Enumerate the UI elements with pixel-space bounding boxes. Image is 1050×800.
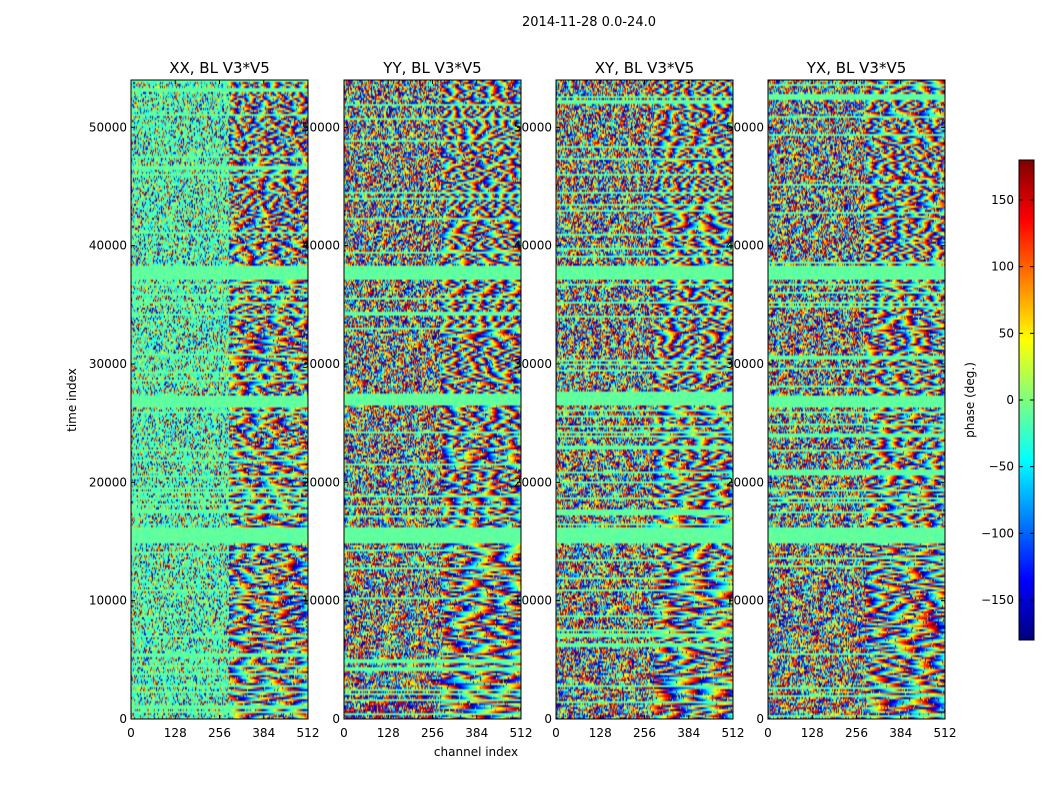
x-tick-label: 512 (934, 726, 957, 740)
colorbar-gradient (1019, 160, 1034, 640)
x-tick-label: 256 (845, 726, 868, 740)
panel-3: XY, BL V3*V5 0 128 256 384 512 0 10000 20000 3000… (514, 59, 745, 740)
y-tick-label: 10000 (89, 594, 127, 608)
y-tick-label: 40000 (302, 239, 340, 253)
y-tick-label: 30000 (514, 357, 552, 371)
y-tick-label: 10000 (514, 594, 552, 608)
x-tick-label: 256 (633, 726, 656, 740)
phase-heatmap (768, 80, 945, 719)
colorbar-tick-label: −150 (981, 593, 1014, 607)
y-tick-label: 10000 (302, 594, 340, 608)
panel-title: XX, BL V3*V5 (169, 59, 270, 77)
panel-1: XX, BL V3*V5 0 128 256 384 512 0 10000 20000 3000… (89, 59, 320, 740)
y-tick-label: 40000 (726, 239, 764, 253)
y-tick-label: 0 (756, 712, 764, 726)
x-tick-label: 512 (297, 726, 320, 740)
x-tick-label: 256 (208, 726, 231, 740)
panels: XX, BL V3*V5 0 128 256 384 512 0 10000 20000 3000… (89, 59, 957, 740)
panel-title: YY, BL V3*V5 (382, 59, 481, 77)
phase-heatmap (344, 80, 521, 719)
y-tick-label: 30000 (726, 357, 764, 371)
x-tick-label: 384 (465, 726, 488, 740)
y-tick-label: 40000 (89, 239, 127, 253)
y-tick-label: 20000 (89, 475, 127, 489)
phase-heatmap (131, 80, 308, 719)
y-tick-label: 0 (332, 712, 340, 726)
colorbar: 150 100 50 0 −50 −100 −150 phase (deg.) (963, 159, 1035, 641)
x-tick-label: 0 (340, 726, 348, 740)
y-tick-label: 20000 (302, 475, 340, 489)
x-tick-label: 384 (677, 726, 700, 740)
x-tick-label: 128 (801, 726, 824, 740)
x-tick-label: 512 (722, 726, 745, 740)
x-tick-label: 512 (510, 726, 533, 740)
x-tick-label: 256 (421, 726, 444, 740)
y-axis-label: time index (65, 368, 79, 432)
y-tick-label: 50000 (726, 120, 764, 134)
panel-title: XY, BL V3*V5 (595, 59, 695, 77)
panel-2: YY, BL V3*V5 0 128 256 384 512 0 10000 20000 3000… (302, 59, 533, 740)
colorbar-tick-label: 50 (999, 326, 1014, 340)
figure-title: 2014-11-28 0.0-24.0 (522, 15, 656, 30)
x-tick-label: 0 (764, 726, 772, 740)
panel-title: YX, BL V3*V5 (806, 59, 907, 77)
x-tick-label: 128 (164, 726, 187, 740)
y-tick-label: 50000 (514, 120, 552, 134)
colorbar-tick-label: 0 (1006, 393, 1014, 407)
x-tick-label: 384 (252, 726, 275, 740)
panel-4: YX, BL V3*V5 0 128 256 384 512 0 10000 20000 3000… (726, 59, 957, 740)
y-tick-label: 0 (119, 712, 127, 726)
y-tick-label: 0 (544, 712, 552, 726)
x-tick-label: 0 (127, 726, 135, 740)
y-tick-label: 50000 (89, 120, 127, 134)
y-tick-label: 20000 (514, 475, 552, 489)
y-tick-label: 20000 (726, 475, 764, 489)
colorbar-tick-label: 150 (991, 193, 1014, 207)
x-tick-label: 128 (589, 726, 612, 740)
y-tick-label: 40000 (514, 239, 552, 253)
y-tick-label: 50000 (302, 120, 340, 134)
x-tick-label: 384 (889, 726, 912, 740)
phase-heatmap (556, 80, 733, 719)
colorbar-label: phase (deg.) (963, 362, 977, 438)
x-tick-label: 128 (377, 726, 400, 740)
y-tick-label: 10000 (726, 594, 764, 608)
colorbar-tick-label: 100 (991, 260, 1014, 274)
colorbar-tick-label: −100 (981, 526, 1014, 540)
x-tick-label: 0 (552, 726, 560, 740)
y-tick-label: 30000 (89, 357, 127, 371)
colorbar-tick-label: −50 (989, 460, 1014, 474)
y-tick-label: 30000 (302, 357, 340, 371)
x-axis-label: channel index (434, 745, 518, 759)
